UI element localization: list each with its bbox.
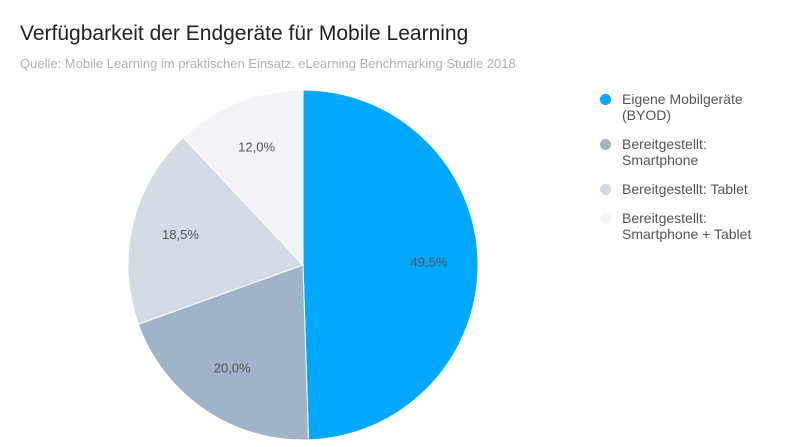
pie-slice-smartphone[interactable] <box>137 264 310 441</box>
legend-swatch-tablet <box>600 184 611 195</box>
legend-swatch-smartphone-tablet <box>600 213 611 224</box>
legend-swatch-smartphone <box>600 139 611 150</box>
legend-item-tablet[interactable]: Bereitgestellt: Tablet <box>600 181 790 197</box>
legend-label-smartphone: Bereitgestellt: Smartphone <box>622 136 707 168</box>
legend-label-byod: Eigene Mobilgeräte (BYOD) <box>622 91 743 123</box>
slice-label-byod: 49,5% <box>411 254 448 269</box>
pie-slice-byod[interactable] <box>302 89 479 441</box>
legend-item-byod[interactable]: Eigene Mobilgeräte (BYOD) <box>600 91 790 123</box>
legend-label-tablet: Bereitgestellt: Tablet <box>622 181 748 197</box>
legend-item-smartphone[interactable]: Bereitgestellt: Smartphone <box>600 136 790 168</box>
chart-subtitle: Quelle: Mobile Learning im praktischen E… <box>20 56 516 71</box>
legend-swatch-byod <box>600 94 611 105</box>
chart-legend: Eigene Mobilgeräte (BYOD) Bereitgestellt… <box>600 91 790 255</box>
chart-title: Verfügbarkeit der Endgeräte für Mobile L… <box>20 22 469 45</box>
slice-label-smartphone: 20,0% <box>214 361 251 376</box>
pie-slice-smartphone-tablet[interactable] <box>182 89 304 267</box>
slice-label-tablet: 18,5% <box>162 227 199 242</box>
pie-slice-tablet[interactable] <box>127 136 304 325</box>
legend-item-smartphone-tablet[interactable]: Bereitgestellt: Smartphone + Tablet <box>600 210 790 242</box>
slice-label-smartphone-tablet: 12,0% <box>238 139 275 154</box>
legend-label-smartphone-tablet: Bereitgestellt: Smartphone + Tablet <box>622 210 752 242</box>
